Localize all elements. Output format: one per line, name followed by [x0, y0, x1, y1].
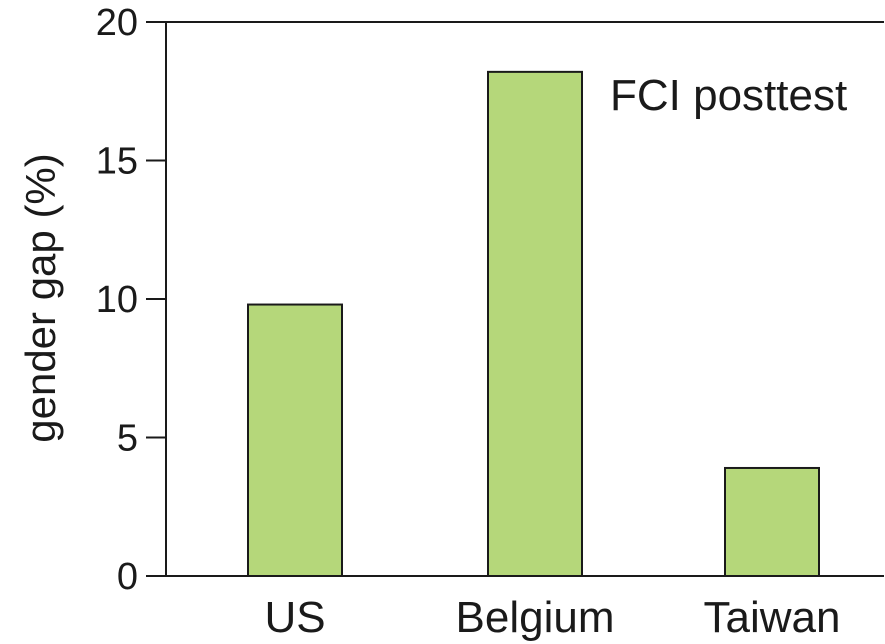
- y-tick-label-20: 20: [96, 2, 138, 44]
- y-tick-label-5: 5: [117, 418, 138, 460]
- y-tick-label-10: 10: [96, 279, 138, 321]
- y-axis-label: gender gap (%): [17, 153, 64, 443]
- bar-us: [247, 303, 343, 577]
- y-tick-label-0: 0: [117, 556, 138, 598]
- x-tick-label-us: US: [264, 593, 325, 642]
- annotation-label: FCI posttest: [610, 71, 847, 120]
- bars-group: [247, 70, 820, 578]
- bar-taiwan: [724, 466, 820, 577]
- x-axis-labels: US Belgium Taiwan: [264, 593, 840, 642]
- y-axis-ticks: 0 5 10 15 20: [96, 2, 166, 598]
- x-tick-label-taiwan: Taiwan: [704, 593, 841, 642]
- bar-belgium: [487, 70, 583, 578]
- y-tick-label-15: 15: [96, 141, 138, 183]
- x-tick-label-belgium: Belgium: [456, 593, 615, 642]
